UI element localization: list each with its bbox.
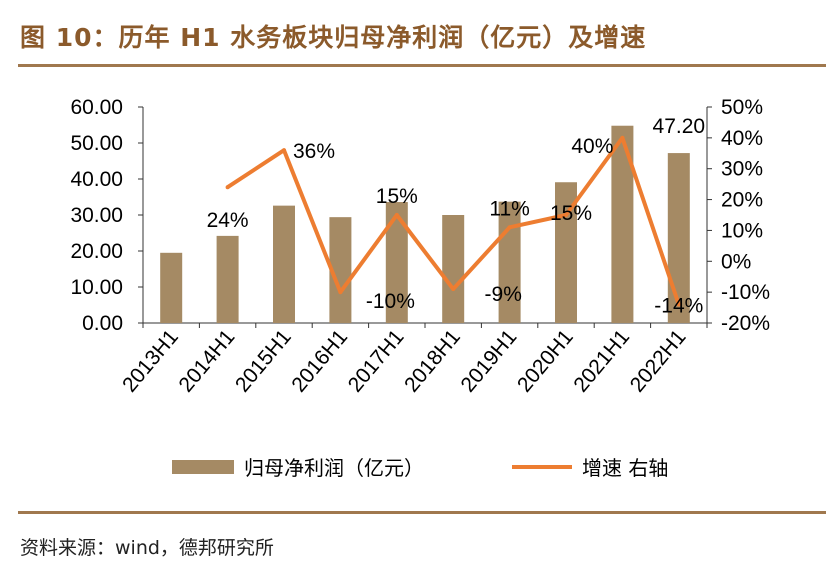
line-point [451,287,456,292]
bar [216,235,239,323]
line-point [507,225,512,230]
line-point [394,213,399,217]
title-divider [18,64,826,67]
legend-item-growth: 增速 右轴 [512,452,668,481]
left-axis-tick-label: 0.00 [82,312,123,335]
legend-label-profit: 归母净利润（亿元） [244,456,424,480]
x-axis-tick-label: 2017H1 [344,325,409,396]
left-axis-tick-label: 40.00 [70,168,123,191]
legend-item-profit: 归母净利润（亿元） [172,452,424,481]
line-data-label: 36% [293,140,335,163]
x-axis-tick-label: 2013H1 [118,325,183,396]
x-axis-tick-label: 2022H1 [626,325,691,396]
legend-label-growth: 增速 右轴 [582,456,669,480]
line-data-label: 15% [550,202,592,225]
x-axis-tick-label: 2015H1 [231,325,296,396]
right-axis-tick-label: -20% [721,312,770,335]
line-data-label: -14% [654,294,703,317]
right-axis-tick-label: 30% [721,158,763,181]
x-axis-tick-label: 2020H1 [513,325,578,396]
line-point [338,290,343,295]
legend-line-swatch [512,464,572,469]
bar [667,153,690,323]
left-axis-tick-label: 20.00 [70,240,123,263]
line-point [564,213,568,217]
bar [385,202,408,323]
bar [329,217,352,323]
x-axis-tick-label: 2016H1 [287,325,352,396]
bar [160,252,183,323]
right-axis-tick-label: 10% [721,219,763,242]
data-labels: 24% 36% -10% 15% -9% 11% 15% 40% -14% 47.20 [207,115,705,317]
right-axis-tick-label: 0% [721,250,751,273]
line-data-label: -10% [366,290,415,313]
legend-bar-swatch [172,459,234,474]
line-data-label: 11% [489,197,529,220]
right-axis-tick-label: 20% [721,189,763,212]
left-axis-tick-label: 60.00 [70,96,123,119]
line-data-label: 24% [207,209,249,232]
x-axis-tick-label: 2019H1 [457,325,522,396]
bar [273,205,295,323]
x-axis-tick-label: 2014H1 [175,325,240,396]
line-point [225,185,230,190]
left-axis-tick-label: 30.00 [70,204,123,227]
line-point [282,148,286,153]
right-axis-tick-label: -10% [721,281,770,304]
line-data-label: -9% [485,283,522,306]
x-axis-tick-label: 2018H1 [400,325,465,396]
right-axis-tick-label: 40% [721,127,763,150]
bar [611,125,634,323]
bar [442,215,465,323]
chart-title: 图 10：历年 H1 水务板块归母净利润（亿元）及增速 [20,23,647,52]
source-note: 资料来源：wind，德邦研究所 [20,537,274,559]
line-data-label: 40% [571,135,613,158]
line-series [225,135,681,307]
line-data-label: 15% [376,185,418,208]
x-axis-tick-label: 2021H1 [569,325,634,396]
bar-data-label: 47.20 [653,115,706,138]
line-point [676,302,681,307]
footer-divider [18,511,826,514]
right-axis-tick-label: 50% [721,96,763,119]
left-axis-tick-label: 50.00 [70,132,123,155]
line-point [620,135,625,140]
bar-series [160,125,690,323]
left-axis-tick-label: 10.00 [70,276,123,299]
